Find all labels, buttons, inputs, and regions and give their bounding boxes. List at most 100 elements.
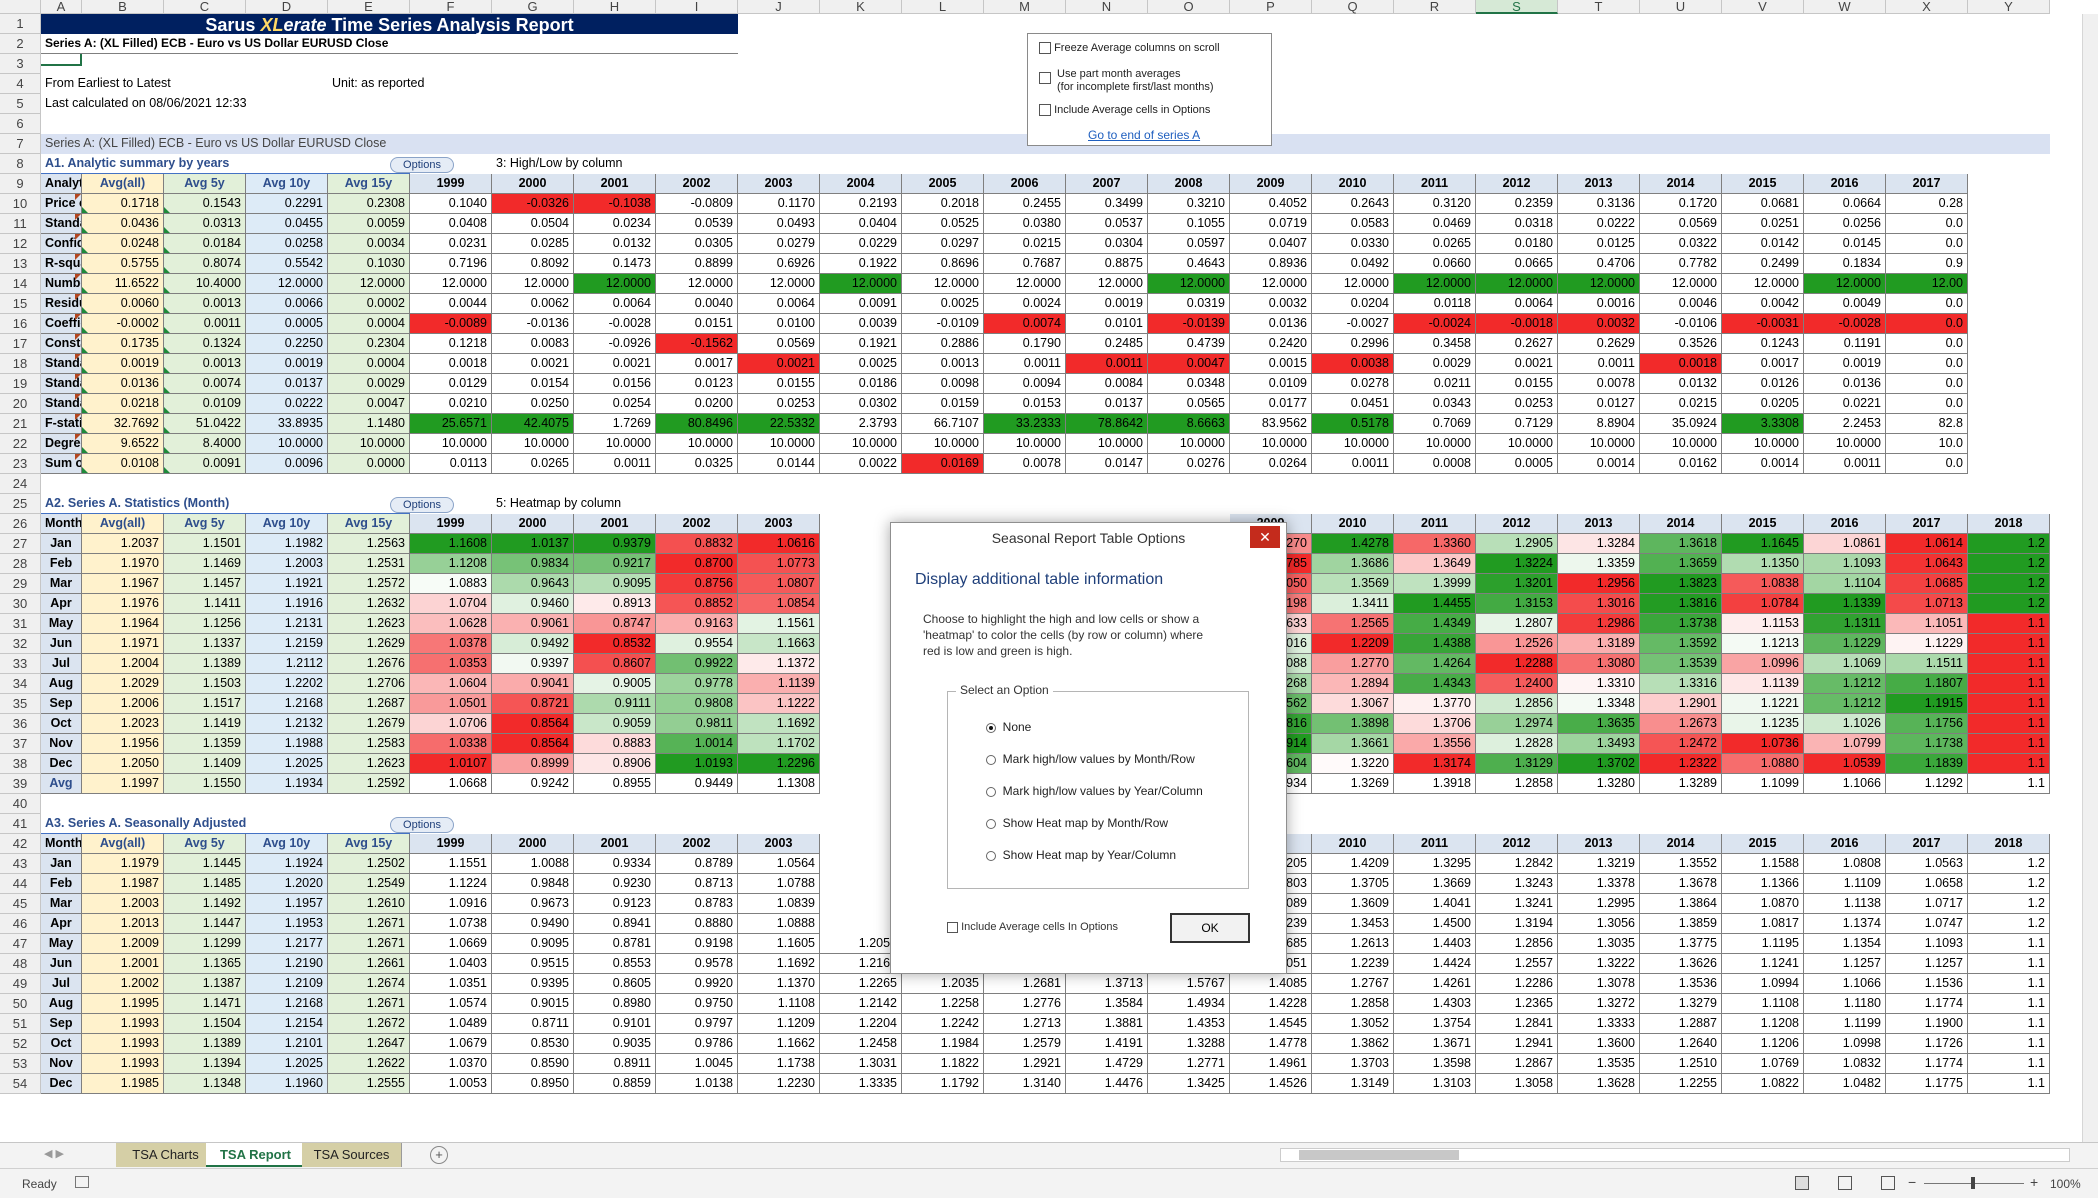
column-header[interactable]: U: [1640, 0, 1722, 14]
value-cell[interactable]: 1.2629: [328, 634, 410, 654]
value-cell[interactable]: 1.2563: [328, 534, 410, 554]
value-cell[interactable]: 0.0011: [164, 314, 246, 334]
value-cell[interactable]: 0.0276: [1148, 454, 1230, 474]
value-cell[interactable]: 1.2676: [328, 654, 410, 674]
value-cell[interactable]: -0.1562: [656, 334, 738, 354]
value-cell[interactable]: 0.9848: [492, 874, 574, 894]
value-cell[interactable]: 1.3378: [1558, 874, 1640, 894]
value-cell[interactable]: 1.1235: [1722, 714, 1804, 734]
value-cell[interactable]: 1.0643: [1886, 554, 1968, 574]
value-cell[interactable]: 1.3425: [1148, 1074, 1230, 1094]
value-cell[interactable]: 1.0351: [410, 974, 492, 994]
value-cell[interactable]: 0.0096: [246, 454, 328, 474]
value-cell[interactable]: 0.0109: [164, 394, 246, 414]
month-name[interactable]: Mar: [41, 574, 82, 594]
value-cell[interactable]: 1.1692: [738, 954, 820, 974]
value-cell[interactable]: 1.1069: [1804, 654, 1886, 674]
value-cell[interactable]: 0.0060: [82, 294, 164, 314]
value-cell[interactable]: 1.4264: [1394, 654, 1476, 674]
value-cell[interactable]: 0.0137: [1066, 394, 1148, 414]
value-cell[interactable]: 1.4961: [1230, 1054, 1312, 1074]
value-cell[interactable]: 0.1790: [984, 334, 1066, 354]
value-cell[interactable]: 1.1292: [1886, 774, 1968, 794]
value-cell[interactable]: 0.1030: [328, 254, 410, 274]
value-cell[interactable]: 1.2986: [1558, 614, 1640, 634]
value-cell[interactable]: 1.1411: [164, 594, 246, 614]
value-cell[interactable]: 1.3016: [1558, 594, 1640, 614]
value-cell[interactable]: 1.1726: [1886, 1034, 1968, 1054]
value-cell[interactable]: 1.3269: [1312, 774, 1394, 794]
value-cell[interactable]: 8.8904: [1558, 414, 1640, 434]
value-cell[interactable]: 0.2420: [1230, 334, 1312, 354]
value-cell[interactable]: 1.2230: [738, 1074, 820, 1094]
value-cell[interactable]: -0.0109: [902, 314, 984, 334]
value-cell[interactable]: 0.2304: [328, 334, 410, 354]
value-cell[interactable]: 0.0008: [1394, 454, 1476, 474]
value-cell[interactable]: 0.7069: [1394, 414, 1476, 434]
value-cell[interactable]: 1.2154: [246, 1014, 328, 1034]
value-cell[interactable]: 12.0000: [1640, 274, 1722, 294]
value-cell[interactable]: 1.3592: [1640, 634, 1722, 654]
value-cell[interactable]: 1.4041: [1394, 894, 1476, 914]
value-cell[interactable]: 0.0: [1886, 214, 1968, 234]
value-cell[interactable]: 0.0330: [1312, 234, 1394, 254]
value-cell[interactable]: 0.8999: [492, 754, 574, 774]
value-cell[interactable]: 1.3220: [1312, 754, 1394, 774]
value-cell[interactable]: 0.2629: [1558, 334, 1640, 354]
value-cell[interactable]: 1.1212: [1804, 694, 1886, 714]
value-cell[interactable]: 0.0018: [1640, 354, 1722, 374]
value-cell[interactable]: 1.1: [1968, 1034, 2050, 1054]
month-name[interactable]: Jul: [41, 654, 82, 674]
value-cell[interactable]: 0.2499: [1722, 254, 1804, 274]
value-cell[interactable]: 1.1209: [738, 1014, 820, 1034]
column-title[interactable]: 2017: [1886, 514, 1968, 534]
value-cell[interactable]: 0.9: [1886, 254, 1968, 274]
value-cell[interactable]: 1.2661: [328, 954, 410, 974]
dialog-include-avg[interactable]: Include Average cells In Options: [947, 921, 1118, 933]
value-cell[interactable]: 0.0169: [902, 454, 984, 474]
value-cell[interactable]: 0.0034: [328, 234, 410, 254]
value-cell[interactable]: 1.3103: [1394, 1074, 1476, 1094]
value-cell[interactable]: 1.1093: [1804, 554, 1886, 574]
value-cell[interactable]: 1.3539: [1640, 654, 1722, 674]
value-cell[interactable]: 10.0000: [410, 434, 492, 454]
value-cell[interactable]: 0.0719: [1230, 214, 1312, 234]
value-cell[interactable]: 1.3569: [1312, 574, 1394, 594]
value-cell[interactable]: 0.0132: [1640, 374, 1722, 394]
value-cell[interactable]: 1.2029: [82, 674, 164, 694]
value-cell[interactable]: 1.1: [1968, 1014, 2050, 1034]
row-header[interactable]: 31: [0, 614, 41, 634]
value-cell[interactable]: 0.0091: [820, 294, 902, 314]
column-title[interactable]: 2006: [984, 174, 1066, 194]
value-cell[interactable]: 0.1170: [738, 194, 820, 214]
row-header[interactable]: 12: [0, 234, 41, 254]
value-cell[interactable]: 0.5755: [82, 254, 164, 274]
value-cell[interactable]: 1.0053: [410, 1074, 492, 1094]
value-cell[interactable]: 1.2: [1968, 534, 2050, 554]
value-cell[interactable]: 0.9123: [574, 894, 656, 914]
value-cell[interactable]: 0.0348: [1148, 374, 1230, 394]
value-cell[interactable]: 0.0064: [574, 294, 656, 314]
value-cell[interactable]: 1.3222: [1558, 954, 1640, 974]
value-cell[interactable]: 1.4778: [1230, 1034, 1312, 1054]
value-cell[interactable]: 1.3272: [1558, 994, 1640, 1014]
value-cell[interactable]: 1.2905: [1476, 534, 1558, 554]
value-cell[interactable]: 1.2400: [1476, 674, 1558, 694]
value-cell[interactable]: 1.2894: [1312, 674, 1394, 694]
value-cell[interactable]: 1.3626: [1640, 954, 1722, 974]
value-cell[interactable]: 0.8700: [656, 554, 738, 574]
value-cell[interactable]: 1.3153: [1476, 594, 1558, 614]
value-cell[interactable]: 0.0177: [1230, 394, 1312, 414]
value-cell[interactable]: 1.1900: [1886, 1014, 1968, 1034]
value-cell[interactable]: 0.0064: [1476, 294, 1558, 314]
value-cell[interactable]: 0.0127: [1558, 394, 1640, 414]
value-cell[interactable]: 0.0155: [1476, 374, 1558, 394]
value-cell[interactable]: 0.0025: [902, 294, 984, 314]
value-cell[interactable]: 1.2265: [820, 974, 902, 994]
row-header[interactable]: 47: [0, 934, 41, 954]
value-cell[interactable]: 1.1389: [164, 1034, 246, 1054]
value-cell[interactable]: 1.2592: [328, 774, 410, 794]
row-header[interactable]: 45: [0, 894, 41, 914]
value-cell[interactable]: 1.2807: [1476, 614, 1558, 634]
row-header[interactable]: 22: [0, 434, 41, 454]
